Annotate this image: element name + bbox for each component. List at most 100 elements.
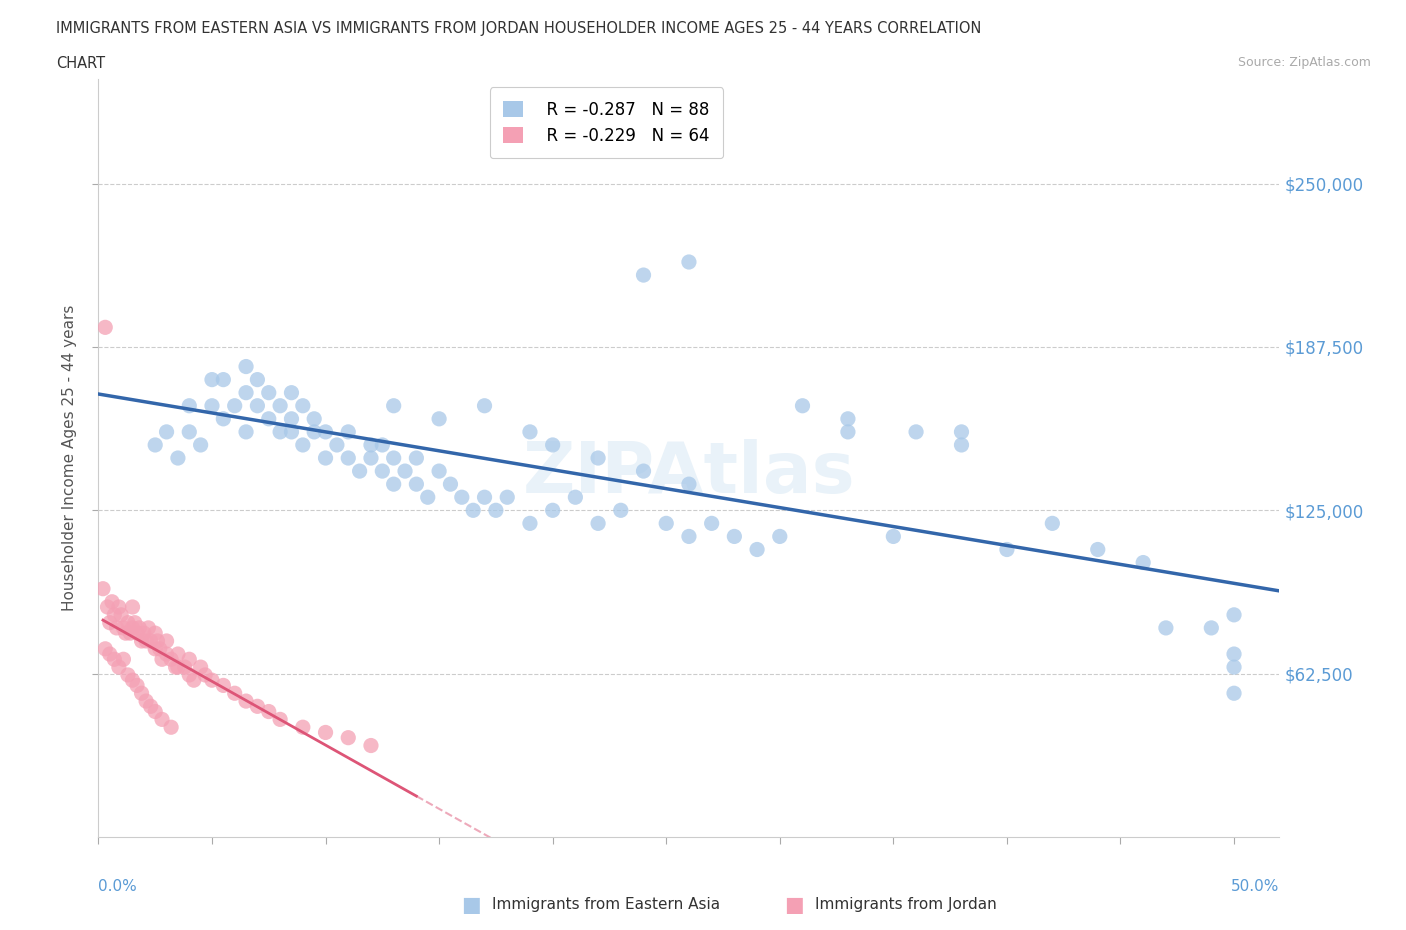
Point: [128, 620, 150, 635]
Point: [212, 411, 235, 426]
Text: ■: ■: [461, 895, 481, 915]
Point: [1223, 659, 1246, 674]
Point: [257, 704, 280, 719]
Point: [246, 372, 269, 387]
Point: [132, 626, 155, 641]
Point: [291, 398, 314, 413]
Point: [1132, 555, 1154, 570]
Point: [349, 464, 371, 479]
Point: [315, 424, 337, 439]
Point: [280, 385, 302, 400]
Point: [360, 451, 382, 466]
Point: [633, 464, 655, 479]
Point: [101, 594, 124, 609]
Point: [257, 411, 280, 426]
Point: [1223, 646, 1246, 661]
Point: [950, 437, 973, 452]
Point: [337, 730, 360, 745]
Point: [224, 398, 246, 413]
Point: [586, 451, 609, 466]
Text: Immigrants from Jordan: Immigrants from Jordan: [815, 897, 997, 912]
Point: [337, 424, 360, 439]
Point: [131, 633, 153, 648]
Point: [1040, 516, 1063, 531]
Point: [121, 600, 143, 615]
Legend:   R = -0.287   N = 88,   R = -0.229   N = 64: R = -0.287 N = 88, R = -0.229 N = 64: [489, 87, 723, 158]
Text: CHART: CHART: [56, 56, 105, 71]
Point: [190, 659, 212, 674]
Point: [382, 477, 405, 492]
Point: [337, 451, 360, 466]
Point: [905, 424, 928, 439]
Point: [212, 372, 235, 387]
Point: [371, 464, 394, 479]
Point: [224, 685, 246, 700]
Point: [769, 529, 792, 544]
Point: [427, 464, 450, 479]
Point: [194, 668, 217, 683]
Point: [150, 652, 173, 667]
Point: [837, 424, 859, 439]
Point: [315, 725, 337, 740]
Point: [201, 672, 224, 687]
Point: [139, 698, 162, 713]
Point: [269, 424, 291, 439]
Point: [326, 437, 349, 452]
Point: [235, 694, 257, 709]
Point: [382, 451, 405, 466]
Point: [105, 620, 128, 635]
Point: [519, 424, 541, 439]
Point: [633, 268, 655, 283]
Point: [246, 698, 269, 713]
Point: [1087, 542, 1109, 557]
Point: [167, 659, 190, 674]
Point: [143, 626, 166, 641]
Point: [463, 503, 485, 518]
Point: [160, 720, 183, 735]
Point: [98, 616, 121, 631]
Point: [94, 642, 117, 657]
Point: [280, 424, 302, 439]
Point: [155, 633, 177, 648]
Point: [103, 607, 125, 622]
Point: [586, 516, 609, 531]
Text: ■: ■: [785, 895, 804, 915]
Point: [121, 620, 143, 635]
Point: [291, 437, 314, 452]
Point: [485, 503, 508, 518]
Point: [257, 385, 280, 400]
Point: [360, 738, 382, 753]
Point: [405, 477, 427, 492]
Text: ZIPAtlas: ZIPAtlas: [523, 439, 855, 508]
Point: [541, 503, 564, 518]
Point: [496, 490, 519, 505]
Point: [519, 516, 541, 531]
Point: [382, 398, 405, 413]
Point: [235, 385, 257, 400]
Point: [269, 712, 291, 727]
Point: [179, 424, 201, 439]
Point: [143, 437, 166, 452]
Point: [302, 424, 325, 439]
Point: [114, 626, 136, 641]
Point: [360, 437, 382, 452]
Point: [146, 633, 169, 648]
Point: [143, 704, 166, 719]
Point: [1154, 620, 1177, 635]
Point: [235, 359, 257, 374]
Point: [179, 652, 201, 667]
Point: [405, 451, 427, 466]
Point: [1223, 685, 1246, 700]
Point: [155, 646, 177, 661]
Point: [167, 646, 190, 661]
Point: [112, 620, 135, 635]
Point: [94, 320, 117, 335]
Point: [96, 600, 118, 615]
Point: [108, 659, 131, 674]
Point: [394, 464, 416, 479]
Point: [139, 633, 162, 648]
Point: [371, 437, 394, 452]
Point: [678, 255, 700, 270]
Point: [235, 424, 257, 439]
Point: [201, 372, 224, 387]
